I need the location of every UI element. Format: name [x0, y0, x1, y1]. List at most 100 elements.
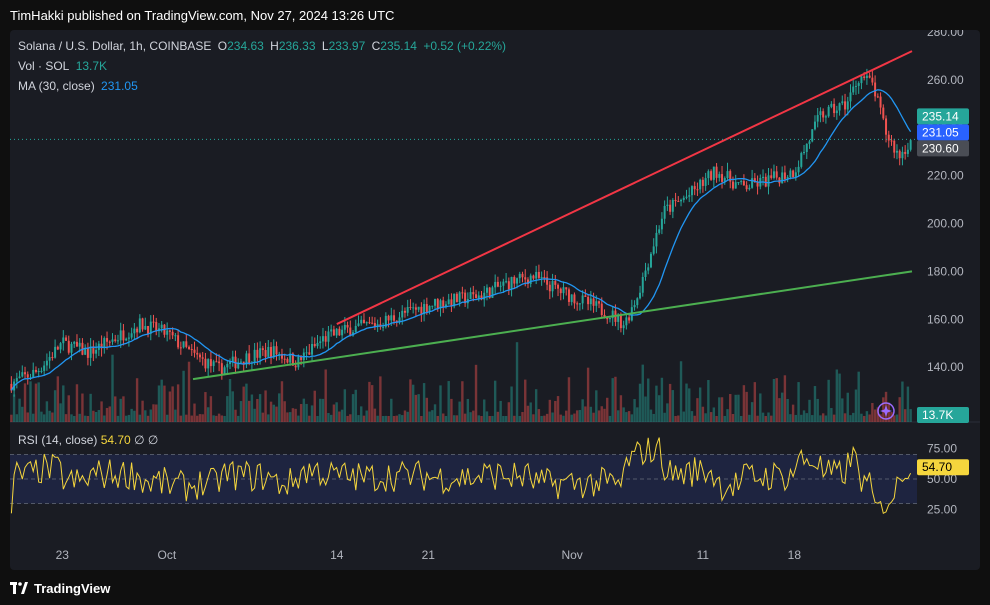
- volume-bar: [835, 369, 839, 422]
- candle-body: [280, 353, 283, 359]
- volume-bar: [275, 406, 278, 422]
- candle-body: [718, 174, 721, 178]
- candle-body: [893, 140, 896, 153]
- candle-body: [901, 151, 904, 159]
- candle-body: [658, 229, 661, 233]
- volume-bar: [529, 402, 532, 422]
- volume-bar: [857, 371, 860, 422]
- candle-body: [762, 176, 765, 178]
- rsi-label[interactable]: RSI (14, close): [18, 433, 98, 447]
- candle-body: [420, 306, 423, 315]
- chart-svg[interactable]: 120.00140.00160.00180.00200.00220.00240.…: [10, 30, 980, 570]
- legend-volume-label[interactable]: Vol · SOL: [18, 59, 70, 73]
- volume-bar: [729, 394, 732, 422]
- volume-bar: [841, 398, 844, 422]
- trendline-lower: [192, 270, 913, 381]
- candle-body: [518, 273, 521, 279]
- volume-badge-bg: [917, 407, 969, 423]
- legend-ma-label[interactable]: MA (30, close): [18, 79, 95, 93]
- candle-body: [521, 273, 524, 278]
- candle-body: [414, 307, 417, 310]
- volume-bar: [370, 385, 374, 422]
- volume-bar: [354, 389, 357, 422]
- volume-bar: [674, 415, 677, 422]
- candle-body: [313, 344, 316, 347]
- candle-body: [822, 111, 825, 118]
- volume-bar: [791, 404, 795, 422]
- volume-bar: [127, 414, 131, 422]
- volume-bar: [742, 385, 746, 422]
- volume-bar: [258, 394, 262, 422]
- candle-body: [152, 321, 155, 323]
- volume-bar: [114, 396, 117, 422]
- volume-bar: [392, 416, 396, 422]
- volume-bar: [595, 390, 598, 422]
- volume-bar: [86, 415, 90, 422]
- volume-bar: [559, 414, 562, 422]
- volume-bar: [414, 394, 418, 422]
- candle-body: [753, 178, 756, 183]
- legend-ohlc-row: Solana / U.S. Dollar, 1h, COINBASE O234.…: [18, 36, 509, 56]
- candle-body: [526, 279, 529, 284]
- candle-body: [844, 101, 847, 110]
- candle-body: [141, 318, 144, 330]
- volume-bar: [201, 414, 204, 422]
- candle-body: [341, 329, 344, 336]
- volume-bar: [772, 378, 776, 422]
- volume-bar: [62, 385, 65, 422]
- volume-bar: [157, 385, 161, 422]
- volume-bar: [193, 403, 196, 422]
- candle-body: [472, 292, 475, 295]
- volume-bar: [627, 411, 631, 422]
- candle-body: [226, 363, 229, 368]
- candle-body: [403, 310, 406, 313]
- volume-bar: [329, 414, 333, 422]
- candle-body: [682, 197, 685, 200]
- candle-body: [644, 270, 647, 278]
- candle-body: [327, 331, 330, 342]
- y-tick-label: 160.00: [927, 312, 964, 326]
- candle-body: [116, 340, 119, 342]
- volume-bar: [873, 409, 877, 422]
- candle-body: [73, 341, 76, 344]
- legend-close-value: 235.14: [380, 39, 417, 53]
- volume-bar: [698, 387, 702, 422]
- volume-bar: [499, 400, 502, 422]
- candle-body: [584, 295, 587, 297]
- candle-body: [849, 92, 852, 102]
- volume-bar: [343, 389, 347, 422]
- legend-volume-row: Vol · SOL 13.7K: [18, 56, 509, 76]
- candle-body: [595, 301, 598, 306]
- volume-bar: [616, 410, 620, 422]
- volume-bar: [739, 415, 743, 422]
- volume-bar: [395, 415, 398, 422]
- candle-body: [264, 349, 267, 357]
- volume-bar: [299, 404, 303, 422]
- legend-symbol[interactable]: Solana / U.S. Dollar, 1h, COINBASE: [18, 39, 212, 53]
- crosshair-badge-bg: [917, 140, 969, 157]
- chart-area[interactable]: 120.00140.00160.00180.00200.00220.00240.…: [10, 30, 980, 570]
- volume-bar: [734, 394, 737, 422]
- candle-body: [92, 346, 95, 354]
- candle-body: [871, 77, 874, 83]
- volume-bar: [622, 407, 625, 422]
- volume-bar: [778, 398, 781, 422]
- volume-bar: [575, 410, 579, 422]
- volume-bar: [212, 415, 215, 422]
- volume-bar: [723, 415, 726, 422]
- volume-bar: [625, 412, 628, 422]
- candle-body: [147, 325, 150, 334]
- volume-bar: [376, 415, 379, 422]
- volume-bar: [59, 403, 62, 422]
- volume-bar: [108, 406, 111, 422]
- candle-body: [513, 277, 516, 284]
- candle-body: [332, 329, 335, 336]
- candle-body: [652, 246, 655, 254]
- candle-body: [535, 271, 538, 279]
- candle-body: [751, 178, 754, 188]
- volume-bar: [652, 413, 655, 422]
- candle-body: [494, 281, 497, 288]
- candle-body: [748, 187, 751, 190]
- volume-badge: 13.7K: [917, 407, 969, 423]
- volume-bar: [280, 381, 284, 422]
